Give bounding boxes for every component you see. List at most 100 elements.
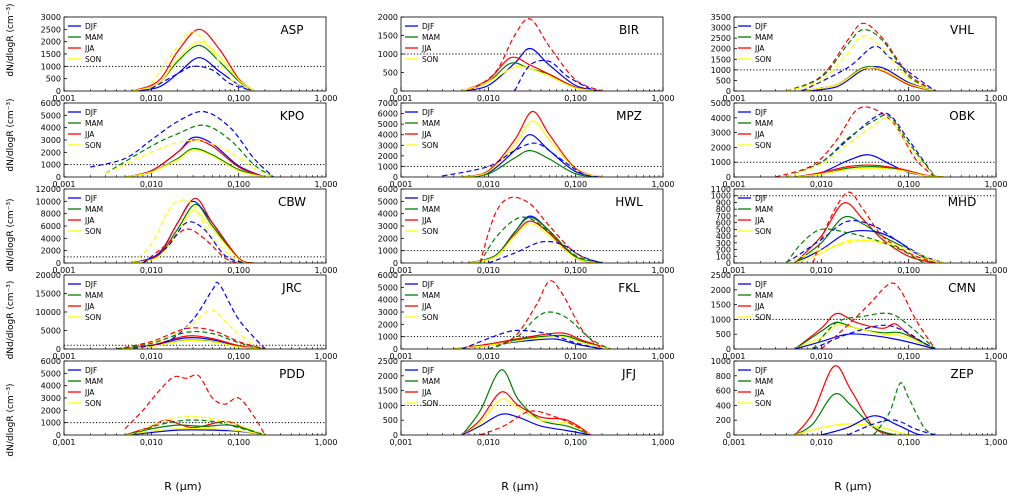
series-group bbox=[442, 110, 603, 177]
x-tick-label: 1,000 bbox=[985, 180, 1008, 189]
axes-frame bbox=[733, 102, 997, 178]
legend-label-mam: MAM bbox=[85, 291, 103, 300]
y-tick-label: 1000 bbox=[378, 401, 398, 410]
y-tick-label: 12000 bbox=[36, 185, 61, 194]
legend-label-jja: JJA bbox=[754, 216, 765, 225]
y-tick-label: 20000 bbox=[36, 271, 61, 280]
x-tick-label: 0,100 bbox=[227, 180, 250, 189]
series-mam-dashed bbox=[786, 114, 936, 177]
x-tick-label: 0,010 bbox=[140, 438, 163, 447]
legend-label-jja: JJA bbox=[754, 388, 765, 397]
panel-title: BIR bbox=[619, 23, 639, 37]
series-jja-dashed bbox=[775, 106, 936, 177]
series-mam-dashed bbox=[786, 29, 936, 91]
y-tick-label: 5000 bbox=[378, 197, 398, 206]
x-tick-label: 1,000 bbox=[315, 352, 338, 361]
y-tick-label: 5000 bbox=[378, 120, 398, 129]
y-tick-label: 800 bbox=[716, 205, 731, 214]
y-tick-label: 1000 bbox=[711, 66, 731, 75]
y-tick-label: 1000 bbox=[378, 333, 398, 342]
series-group bbox=[786, 22, 936, 91]
series-djf-dashed bbox=[151, 65, 255, 91]
axes-frame bbox=[733, 274, 997, 350]
legend-label-mam: MAM bbox=[85, 205, 103, 214]
y-tick-label: 1000 bbox=[378, 247, 398, 256]
panel-title: OBK bbox=[949, 109, 976, 123]
legend-label-son: SON bbox=[85, 313, 101, 322]
x-tick-label: 0,010 bbox=[810, 266, 833, 275]
x-tick-label: 1,000 bbox=[652, 438, 675, 447]
series-djf-dashed bbox=[812, 324, 936, 349]
series-jja-solid bbox=[116, 335, 266, 349]
x-tick-label: 0,100 bbox=[227, 438, 250, 447]
legend-label-son: SON bbox=[755, 55, 771, 64]
legend-label-jja: JJA bbox=[421, 130, 432, 139]
y-tick-label: 4000 bbox=[378, 296, 398, 305]
legend-label-djf: DJF bbox=[85, 22, 97, 31]
legend-label-jja: JJA bbox=[421, 44, 432, 53]
series-jja-solid bbox=[794, 312, 936, 349]
legend-label-son: SON bbox=[85, 227, 101, 236]
legend-label-jja: JJA bbox=[754, 302, 765, 311]
y-tick-label: 1100 bbox=[711, 185, 731, 194]
y-tick-label: 2000 bbox=[378, 234, 398, 243]
x-tick-label: 0,100 bbox=[564, 94, 587, 103]
legend-label-son: SON bbox=[422, 399, 438, 408]
legend-label-mam: MAM bbox=[85, 377, 103, 386]
y-tick-label: 3000 bbox=[41, 136, 61, 145]
legend-label-djf: DJF bbox=[422, 22, 434, 31]
legend-label-mam: MAM bbox=[422, 377, 440, 386]
legend-label-son: SON bbox=[755, 141, 771, 150]
panel-jfj: 0 500 1000 1500 2000 2500 0,001 0,010 0,100 1,000… bbox=[378, 357, 675, 447]
series-jja-solid bbox=[461, 391, 592, 435]
legend-label-mam: MAM bbox=[755, 377, 773, 386]
y-tick-label: 2500 bbox=[711, 271, 731, 280]
x-tick-label: 0,010 bbox=[140, 352, 163, 361]
x-tick-label: 1,000 bbox=[315, 94, 338, 103]
y-tick-label: 2000 bbox=[41, 406, 61, 415]
legend-label-jja: JJA bbox=[84, 44, 95, 53]
axes-frame bbox=[63, 188, 327, 264]
x-axis-label-col-1: R (μm) bbox=[164, 480, 201, 493]
series-group bbox=[131, 28, 255, 91]
y-tick-label: 4000 bbox=[41, 234, 61, 243]
series-mam-dashed bbox=[786, 228, 925, 263]
y-tick-label: 3000 bbox=[378, 222, 398, 231]
series-group bbox=[461, 369, 592, 435]
series-jja-solid bbox=[461, 110, 603, 177]
series-mam-dashed bbox=[116, 330, 266, 349]
y-tick-label: 4000 bbox=[41, 124, 61, 133]
axes-frame bbox=[733, 360, 997, 436]
series-son-solid bbox=[124, 149, 266, 177]
y-tick-label: 0 bbox=[726, 173, 731, 182]
x-tick-label: 1,000 bbox=[652, 266, 675, 275]
series-son-solid bbox=[461, 398, 592, 435]
x-tick-label: 0,010 bbox=[477, 180, 500, 189]
y-tick-label: 5000 bbox=[41, 369, 61, 378]
panel-asp: 0 500 1000 1500 2000 2500 3000 0,001 0,010 0,100 1… bbox=[41, 13, 338, 103]
y-tick-label: 4000 bbox=[41, 382, 61, 391]
y-tick-label: 1000 bbox=[711, 158, 731, 167]
y-tick-label: 10000 bbox=[36, 308, 61, 317]
axes-frame bbox=[400, 16, 664, 92]
y-tick-label: 1500 bbox=[41, 50, 61, 59]
legend-label-mam: MAM bbox=[755, 119, 773, 128]
axes-frame bbox=[63, 274, 327, 350]
x-axis-label-col-2: R (μm) bbox=[501, 480, 538, 493]
y-tick-label: 2500 bbox=[41, 25, 61, 34]
x-tick-label: 0,001 bbox=[53, 266, 76, 275]
x-tick-label: 0,001 bbox=[390, 94, 413, 103]
y-tick-label: 800 bbox=[716, 372, 731, 381]
series-group bbox=[794, 282, 936, 349]
series-son-dashed bbox=[786, 117, 936, 177]
y-tick-label: 0 bbox=[56, 259, 61, 268]
y-tick-label: 200 bbox=[716, 246, 731, 255]
y-tick-label: 2000 bbox=[711, 286, 731, 295]
series-group bbox=[453, 280, 611, 349]
y-tick-label: 500 bbox=[716, 330, 731, 339]
y-tick-label: 10000 bbox=[36, 197, 61, 206]
legend-label-djf: DJF bbox=[85, 366, 97, 375]
y-tick-label: 1000 bbox=[378, 50, 398, 59]
legend-label-mam: MAM bbox=[85, 33, 103, 42]
